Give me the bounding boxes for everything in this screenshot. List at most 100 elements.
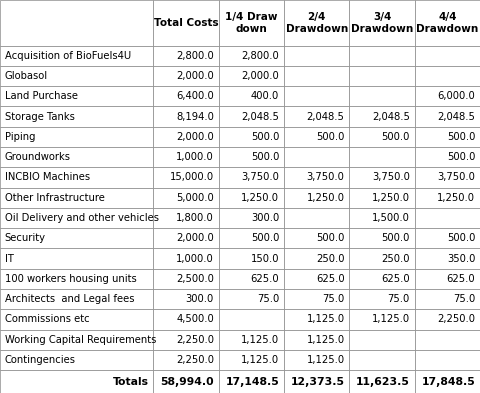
- Text: 75.0: 75.0: [322, 294, 345, 304]
- Text: 2,000.0: 2,000.0: [176, 233, 214, 243]
- Bar: [219, 289, 284, 309]
- Text: 2,048.5: 2,048.5: [372, 112, 410, 121]
- Text: Groundworks: Groundworks: [5, 152, 71, 162]
- Bar: [219, 187, 284, 208]
- Text: 500.0: 500.0: [316, 233, 345, 243]
- Text: 2,250.0: 2,250.0: [437, 314, 475, 325]
- Text: 2,800.0: 2,800.0: [176, 51, 214, 61]
- Bar: [0, 187, 154, 208]
- Text: 1,125.0: 1,125.0: [372, 314, 410, 325]
- Bar: [219, 86, 284, 107]
- Text: 4/4
Drawdown: 4/4 Drawdown: [416, 12, 479, 33]
- Bar: [349, 187, 415, 208]
- Text: 500.0: 500.0: [382, 132, 410, 142]
- Bar: [415, 107, 480, 127]
- Bar: [154, 107, 219, 127]
- Bar: [349, 208, 415, 228]
- Bar: [284, 167, 349, 187]
- Bar: [219, 208, 284, 228]
- Bar: [0, 127, 154, 147]
- Text: 625.0: 625.0: [316, 274, 345, 284]
- Bar: [415, 228, 480, 248]
- Text: 2,250.0: 2,250.0: [176, 335, 214, 345]
- Text: Piping: Piping: [5, 132, 36, 142]
- Text: IT: IT: [5, 253, 13, 264]
- Text: 1,000.0: 1,000.0: [176, 253, 214, 264]
- Text: 3,750.0: 3,750.0: [372, 173, 410, 182]
- Bar: [284, 370, 349, 393]
- Bar: [415, 86, 480, 107]
- Bar: [0, 208, 154, 228]
- Text: 500.0: 500.0: [447, 152, 475, 162]
- Bar: [284, 147, 349, 167]
- Bar: [0, 107, 154, 127]
- Text: 6,400.0: 6,400.0: [176, 91, 214, 101]
- Bar: [415, 350, 480, 370]
- Bar: [415, 330, 480, 350]
- Text: Architects  and Legal fees: Architects and Legal fees: [5, 294, 134, 304]
- Bar: [349, 147, 415, 167]
- Bar: [415, 370, 480, 393]
- Bar: [154, 289, 219, 309]
- Text: 1,250.0: 1,250.0: [307, 193, 345, 203]
- Text: 250.0: 250.0: [316, 253, 345, 264]
- Bar: [219, 330, 284, 350]
- Bar: [0, 66, 154, 86]
- Bar: [284, 208, 349, 228]
- Text: 11,623.5: 11,623.5: [356, 376, 410, 387]
- Text: Contingencies: Contingencies: [5, 355, 76, 365]
- Text: Totals: Totals: [113, 376, 149, 387]
- Bar: [219, 46, 284, 66]
- Bar: [219, 248, 284, 269]
- Text: 2,000.0: 2,000.0: [241, 71, 279, 81]
- Bar: [219, 127, 284, 147]
- Bar: [284, 0, 349, 46]
- Text: 2,250.0: 2,250.0: [176, 355, 214, 365]
- Text: 17,848.5: 17,848.5: [421, 376, 475, 387]
- Text: 1,250.0: 1,250.0: [437, 193, 475, 203]
- Text: 3/4
Drawdown: 3/4 Drawdown: [351, 12, 413, 33]
- Bar: [284, 289, 349, 309]
- Bar: [415, 187, 480, 208]
- Text: Working Capital Requirements: Working Capital Requirements: [5, 335, 156, 345]
- Text: Oil Delivery and other vehicles: Oil Delivery and other vehicles: [5, 213, 159, 223]
- Bar: [349, 46, 415, 66]
- Bar: [284, 46, 349, 66]
- Text: 3,750.0: 3,750.0: [437, 173, 475, 182]
- Bar: [415, 269, 480, 289]
- Text: 350.0: 350.0: [447, 253, 475, 264]
- Bar: [0, 167, 154, 187]
- Text: 1/4 Draw
down: 1/4 Draw down: [225, 12, 277, 33]
- Text: 400.0: 400.0: [251, 91, 279, 101]
- Text: 500.0: 500.0: [382, 233, 410, 243]
- Bar: [154, 46, 219, 66]
- Bar: [415, 147, 480, 167]
- Text: 500.0: 500.0: [447, 132, 475, 142]
- Text: Land Purchase: Land Purchase: [5, 91, 78, 101]
- Bar: [154, 86, 219, 107]
- Bar: [349, 309, 415, 330]
- Text: 2,048.5: 2,048.5: [241, 112, 279, 121]
- Bar: [349, 66, 415, 86]
- Bar: [349, 248, 415, 269]
- Text: 3,750.0: 3,750.0: [241, 173, 279, 182]
- Bar: [349, 0, 415, 46]
- Bar: [284, 330, 349, 350]
- Bar: [284, 350, 349, 370]
- Text: 75.0: 75.0: [257, 294, 279, 304]
- Bar: [284, 228, 349, 248]
- Text: 1,125.0: 1,125.0: [241, 335, 279, 345]
- Text: Total Costs: Total Costs: [154, 18, 218, 28]
- Bar: [415, 167, 480, 187]
- Bar: [154, 269, 219, 289]
- Bar: [415, 289, 480, 309]
- Text: 12,373.5: 12,373.5: [290, 376, 345, 387]
- Text: 500.0: 500.0: [251, 152, 279, 162]
- Text: Acquisition of BioFuels4U: Acquisition of BioFuels4U: [5, 51, 131, 61]
- Bar: [284, 127, 349, 147]
- Bar: [0, 269, 154, 289]
- Bar: [349, 127, 415, 147]
- Bar: [154, 0, 219, 46]
- Text: 2,048.5: 2,048.5: [437, 112, 475, 121]
- Text: 1,250.0: 1,250.0: [241, 193, 279, 203]
